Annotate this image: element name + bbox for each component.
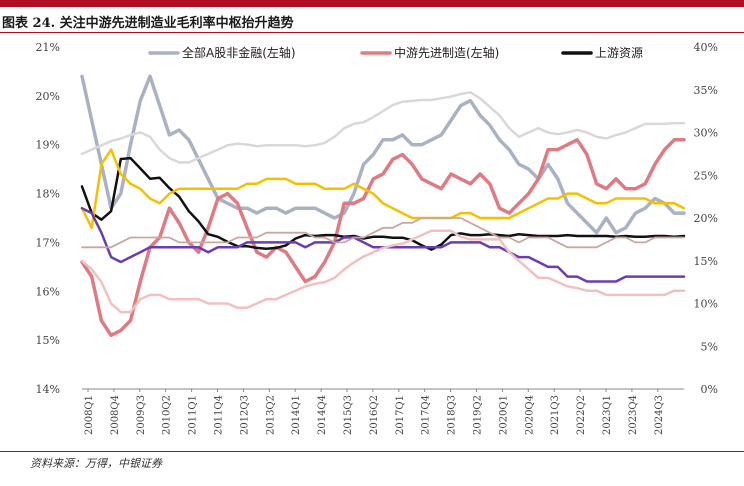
y-right-tick-label: 10% [694, 298, 718, 311]
x-tick-label: 2024Q3 [654, 395, 665, 435]
y-right-tick-label: 30% [694, 127, 718, 140]
x-tick-label: 2020Q4 [524, 395, 535, 435]
x-tick-label: 2019Q2 [473, 395, 484, 435]
axis-layer: 14% 15% 16% 17% 18% 19% 20% 21% 0% 5% 10% 15% 20% 25%… [36, 41, 718, 435]
x-tick-label: 2014Q4 [317, 395, 328, 435]
x-tick-label: 2017Q4 [421, 395, 432, 435]
y-left-tick-label: 16% [36, 285, 60, 298]
y-left-tick-label: 17% [36, 236, 60, 249]
y-right-tick-label: 0% [701, 383, 718, 396]
x-tick-label: 2018Q3 [447, 395, 458, 435]
y-right-tick-label: 35% [694, 84, 718, 97]
legend-label-2: 上游资源 [595, 46, 643, 60]
x-tick-label: 2011Q4 [214, 395, 225, 435]
x-tick-label: 2023Q4 [628, 395, 639, 435]
y-left-tick-label: 14% [36, 383, 60, 396]
y-left-tick-label: 18% [36, 188, 60, 201]
x-tick-label: 2010Q2 [162, 395, 173, 435]
y-right-tick-label: 25% [694, 169, 718, 182]
y-right-tick-label: 5% [701, 340, 718, 353]
x-tick-label: 2021Q3 [550, 395, 561, 435]
legend-label-0: 全部A股非金融(左轴) [182, 45, 296, 60]
x-tick-label: 2022Q2 [576, 395, 587, 435]
figure-title: 图表 24. 关注中游先进制造业毛利率中枢抬升趋势 [2, 16, 294, 31]
x-tick-label: 2011Q1 [188, 395, 199, 435]
x-tick-label: 2023Q1 [602, 395, 613, 435]
series-layer [80, 74, 686, 338]
series-line-1 [80, 138, 686, 338]
series-line-5 [80, 91, 686, 164]
y-left-tick-label: 21% [36, 41, 60, 54]
x-tick-label: 2013Q2 [265, 395, 276, 435]
x-tick-label: 2012Q3 [239, 395, 250, 435]
series-line-7 [81, 217, 685, 249]
series-line-3 [80, 148, 686, 230]
x-tick-label: 2020Q1 [498, 395, 509, 435]
series-line-6 [80, 229, 686, 314]
y-left-tick-label: 15% [36, 334, 60, 347]
series-line-2 [80, 156, 686, 251]
y-left-tick-label: 20% [36, 90, 60, 103]
x-tick-label: 2016Q2 [369, 395, 380, 435]
y-left-tick-label: 19% [36, 139, 60, 152]
y-right-tick-label: 20% [694, 212, 718, 225]
title-rule [0, 32, 744, 33]
x-tick-label: 2008Q4 [110, 395, 121, 435]
source-rule [0, 451, 744, 452]
series-line-4 [80, 206, 686, 283]
series-line-0 [80, 74, 686, 235]
x-tick-label: 2017Q1 [395, 395, 406, 435]
x-tick-label: 2008Q1 [84, 395, 95, 435]
legend: 全部A股非金融(左轴) 中游先进制造(左轴) 上游资源 [148, 45, 643, 60]
x-tick-label: 2014Q1 [291, 395, 302, 435]
source-note: 资料来源：万得，中银证券 [30, 457, 162, 470]
top-accent-bar [0, 0, 744, 7]
x-tick-label: 2009Q3 [136, 395, 147, 435]
legend-label-1: 中游先进制造(左轴) [394, 45, 499, 60]
x-tick-label: 2015Q3 [343, 395, 354, 435]
y-right-tick-label: 40% [694, 41, 718, 54]
y-right-tick-label: 15% [694, 255, 718, 268]
